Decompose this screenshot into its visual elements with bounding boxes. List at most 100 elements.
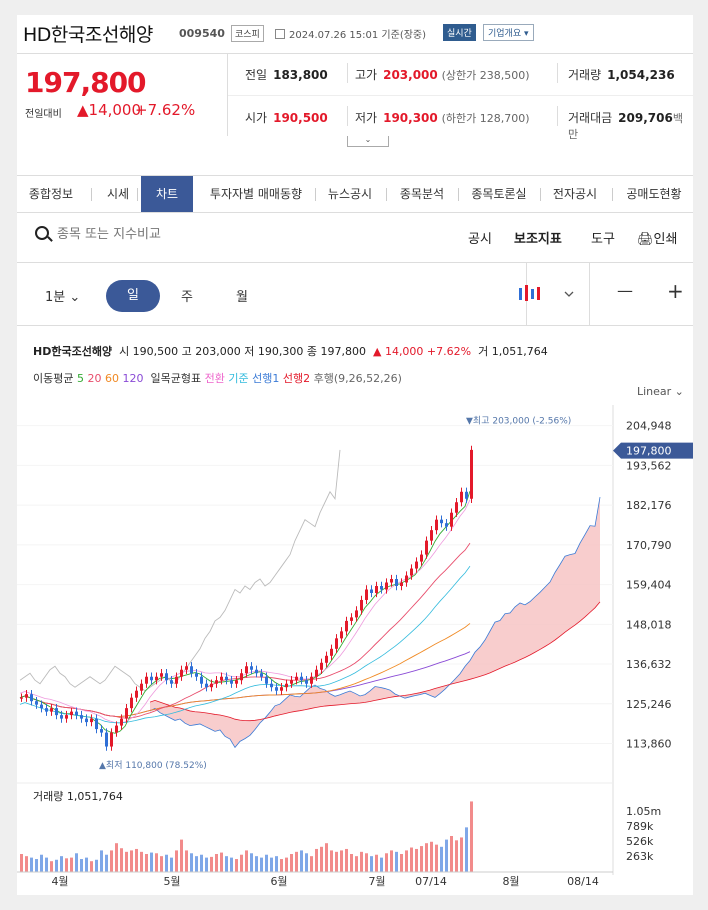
volume-bar	[465, 827, 468, 872]
volume-bar	[360, 851, 363, 872]
x-tick-label: 6월	[270, 875, 287, 888]
volume-bar	[270, 857, 273, 872]
candle-body	[235, 680, 238, 684]
volume-tick-label: 263k	[626, 850, 654, 863]
tab-discussion[interactable]: 종목토론실	[471, 187, 527, 201]
candle-body	[200, 676, 203, 684]
volume-bar	[210, 856, 213, 872]
volume-bar	[130, 850, 133, 872]
indicator-legend: 이동평균 5 20 60 120 일목균형표 전환 기준 선행1 선행2 후행(…	[33, 370, 402, 386]
stat-label: 고가	[355, 68, 378, 82]
candle-body	[230, 680, 233, 684]
volume-bar	[340, 850, 343, 872]
print-button[interactable]: 🖨인쇄	[637, 228, 677, 247]
volume-bar	[470, 801, 473, 872]
volume-bar	[60, 856, 63, 872]
candle-body	[170, 680, 173, 684]
volume-bar	[265, 854, 268, 872]
volume-bar	[155, 853, 158, 872]
candle-body	[415, 561, 418, 569]
volume-bar	[195, 856, 198, 872]
candle-body	[30, 694, 33, 702]
period-day-button[interactable]: 일	[106, 280, 160, 312]
candle-body	[395, 579, 398, 586]
compare-search-input[interactable]	[57, 227, 317, 242]
company-info-dropdown[interactable]: 기업개요 ▾	[483, 24, 534, 41]
tools-button[interactable]: 도구	[591, 232, 615, 247]
stat-low: 저가 190,300 (하한가 128,700)	[355, 109, 530, 126]
price-chart[interactable]: 204,948 193,562 182,176 170,790 159,404 148,0…	[17, 405, 693, 895]
zoom-out-button[interactable]: —	[617, 281, 633, 300]
volume-bar	[25, 856, 28, 872]
candle-type-icon[interactable]	[517, 283, 577, 307]
period-month-button[interactable]: 월	[236, 290, 248, 305]
candle-body	[220, 676, 223, 681]
candle-body	[125, 708, 128, 719]
candle-body	[450, 512, 453, 527]
volume-bar	[365, 853, 368, 872]
volume-bar	[185, 850, 188, 872]
tab-quote[interactable]: 시세	[106, 187, 130, 201]
candle-body	[180, 669, 183, 677]
volume-bar	[235, 859, 238, 872]
tab-analysis[interactable]: 종목분석	[399, 187, 445, 201]
price-tick-label: 125,246	[626, 698, 672, 711]
candle-body	[290, 680, 293, 684]
tab-disclosure[interactable]: 전자공시	[552, 187, 598, 201]
volume-bar	[240, 854, 243, 872]
tab-short-selling[interactable]: 공매도현황	[626, 187, 682, 201]
volume-bar	[335, 851, 338, 872]
candle-body	[270, 683, 273, 688]
candle-body	[440, 519, 443, 524]
print-label: 인쇄	[653, 232, 678, 247]
volume-bar	[125, 851, 128, 872]
tab-news[interactable]: 뉴스공시	[327, 187, 373, 201]
candle-body	[75, 711, 78, 716]
volume-bar	[150, 852, 153, 872]
candle-body	[20, 697, 23, 699]
stat-volume: 거래량 1,054,236	[568, 66, 675, 83]
stat-open: 시가 190,500	[245, 109, 328, 126]
tab-summary[interactable]: 종합정보	[28, 187, 74, 201]
stat-label: 시가	[245, 111, 268, 125]
candle-body	[90, 718, 93, 723]
candle-body	[100, 729, 103, 733]
tab-investor[interactable]: 투자자별 매매동향	[209, 187, 303, 201]
tab-chart[interactable]: 차트	[141, 176, 193, 212]
period-week-button[interactable]: 주	[181, 290, 193, 305]
ich-conv-label: 전환	[204, 372, 225, 385]
volume-bar	[100, 850, 103, 872]
disclosure-button[interactable]: 공시	[468, 232, 492, 247]
candle-body	[335, 638, 338, 649]
change-value: ▲14,000	[77, 101, 142, 119]
stock-panel: HD한국조선해양 009540 코스피 2024.07.26 15:01 기준(…	[17, 15, 693, 895]
candle-body	[165, 673, 168, 681]
realtime-button[interactable]: 실시간	[443, 24, 476, 41]
stat-value: 203,000	[383, 68, 438, 82]
candle-body	[35, 701, 38, 705]
scale-dropdown[interactable]: Linear ⌄	[637, 385, 684, 398]
candle-body	[55, 708, 58, 716]
search-icon[interactable]	[35, 226, 49, 240]
price-tick-label: 136,632	[626, 658, 672, 671]
volume-bar	[85, 857, 88, 872]
minute-dropdown[interactable]: 1분 ⌄	[45, 290, 81, 305]
candle-body	[365, 589, 368, 600]
candle-body	[370, 589, 373, 593]
candle-body	[340, 631, 343, 639]
ich-span2-label: 선행2	[282, 372, 311, 385]
candle-body	[85, 718, 88, 723]
indicator-button[interactable]: 보조지표	[514, 232, 562, 247]
volume-bar	[370, 856, 373, 872]
volume-bar	[355, 856, 358, 872]
candle-body	[315, 669, 318, 677]
candle-body	[345, 620, 348, 632]
candle-body	[225, 676, 228, 681]
volume-bar	[135, 848, 138, 872]
zoom-in-button[interactable]: +	[667, 279, 684, 303]
volume-bar	[65, 858, 68, 872]
candle-body	[255, 669, 258, 674]
expand-toggle[interactable]: ⌄	[347, 136, 389, 147]
volume-bar	[435, 844, 438, 872]
ich-span2-line	[149, 601, 601, 722]
